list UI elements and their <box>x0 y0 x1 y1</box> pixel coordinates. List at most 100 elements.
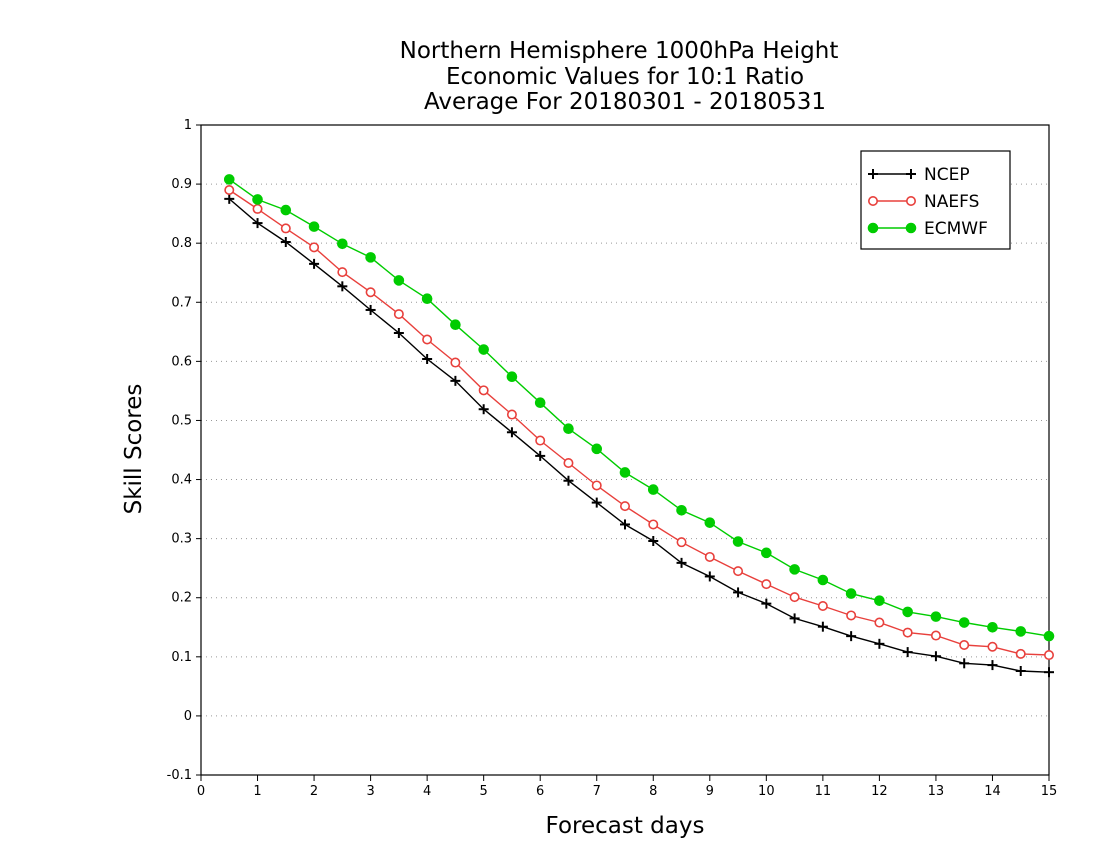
data-point-ecmwf <box>393 275 405 286</box>
x-tick-label: 0 <box>197 784 205 799</box>
legend-item-naefs: NAEFS <box>867 192 979 212</box>
data-point-ncep <box>393 328 404 338</box>
title-line-2: Economic Values for 10:1 Ratio <box>446 64 804 90</box>
data-point-naefs <box>535 435 546 446</box>
data-point-ecmwf <box>252 194 263 205</box>
x-tick-label: 14 <box>984 784 1001 799</box>
y-tick-label: 0.8 <box>171 236 192 251</box>
data-point-ncep <box>648 536 659 546</box>
data-point-ncep <box>506 427 517 438</box>
x-tick-label: 4 <box>423 784 431 799</box>
data-point-naefs <box>902 627 913 638</box>
x-tick-label: 6 <box>536 784 544 799</box>
y-tick-label: 0.9 <box>171 177 192 192</box>
data-point-ncep <box>591 497 602 508</box>
data-point-ecmwf <box>223 174 235 185</box>
data-point-ncep <box>224 193 235 204</box>
x-tick-label: 9 <box>706 784 714 799</box>
y-tick-label: 0.5 <box>171 413 192 428</box>
legend-label-naefs: NAEFS <box>924 192 979 212</box>
data-point-ecmwf <box>450 319 461 331</box>
series-ecmwf <box>223 174 1055 642</box>
x-tick-label: 13 <box>928 784 945 799</box>
data-point-ncep <box>337 281 348 292</box>
data-point-ecmwf <box>421 293 433 305</box>
data-point-ncep <box>959 658 970 669</box>
x-tick-label: 10 <box>758 784 775 799</box>
data-point-naefs <box>648 519 659 530</box>
title-line-1: Northern Hemisphere 1000hPa Height <box>400 38 839 64</box>
data-point-ecmwf <box>534 397 546 409</box>
series-ncep <box>224 193 1054 678</box>
x-tick-label: 15 <box>1041 784 1058 799</box>
data-point-naefs <box>930 630 941 641</box>
series-naefs <box>224 185 1055 661</box>
data-point-naefs <box>676 537 687 548</box>
y-tick-label: 0 <box>184 709 192 724</box>
series-line-naefs <box>228 189 1050 656</box>
data-point-naefs <box>789 592 800 603</box>
legend-marker <box>867 196 878 207</box>
data-point-ecmwf <box>704 517 716 528</box>
chart-title: Northern Hemisphere 1000hPa Height Econo… <box>400 38 839 115</box>
data-point-ncep <box>280 237 291 247</box>
data-point-ncep <box>846 631 857 642</box>
y-axis-label: Skill Scores <box>121 384 147 515</box>
legend-marker <box>905 222 917 234</box>
data-point-ecmwf <box>1015 626 1027 637</box>
legend-item-ncep: NCEP <box>868 165 970 185</box>
data-point-ncep <box>987 660 998 671</box>
y-tick-label: 0.1 <box>171 650 192 665</box>
legend-box <box>860 150 1011 250</box>
y-tick-label: 0.6 <box>171 354 192 369</box>
data-point-ecmwf <box>958 617 970 628</box>
legend-marker <box>905 196 916 207</box>
data-point-naefs <box>252 203 263 214</box>
data-point-ecmwf <box>987 621 998 633</box>
x-tick-label: 3 <box>366 784 374 799</box>
data-point-naefs <box>280 223 291 234</box>
data-point-ecmwf <box>280 204 292 216</box>
data-point-naefs <box>450 357 461 368</box>
data-point-ecmwf <box>478 344 489 355</box>
data-point-naefs <box>422 334 433 345</box>
data-point-naefs <box>846 610 857 621</box>
plot-area-frame <box>200 124 1050 776</box>
data-point-ecmwf <box>365 252 376 263</box>
legend-marker <box>867 222 879 234</box>
data-point-ncep <box>676 557 687 568</box>
data-point-naefs <box>337 267 348 278</box>
data-point-ecmwf <box>874 595 885 606</box>
data-point-ncep <box>874 638 885 649</box>
data-point-naefs <box>1015 648 1026 659</box>
axis-ticks: -0.100.10.20.30.40.50.60.70.80.910 1 2 3 4 5 6… <box>167 118 1058 799</box>
data-point-ncep <box>535 450 546 461</box>
data-point-naefs <box>506 409 517 420</box>
data-point-ncep <box>704 571 715 582</box>
legend-label-ecmwf: ECMWF <box>924 219 988 239</box>
y-tick-label: 0.3 <box>171 532 192 547</box>
data-point-ecmwf <box>591 443 603 455</box>
data-point-ecmwf <box>619 467 631 478</box>
data-point-naefs <box>591 480 602 491</box>
data-point-ncep <box>252 218 263 229</box>
data-point-ncep <box>478 404 489 415</box>
data-point-ncep <box>761 598 772 609</box>
data-point-ncep <box>817 621 828 632</box>
data-point-naefs <box>365 287 376 298</box>
series-line-ncep <box>228 198 1050 673</box>
data-point-ecmwf <box>902 606 913 618</box>
y-tick-label: 1 <box>184 118 192 133</box>
x-tick-label: 5 <box>480 784 488 799</box>
gridlines <box>201 183 1049 717</box>
data-point-ncep <box>422 354 433 364</box>
data-point-naefs <box>309 242 320 253</box>
x-tick-label: 11 <box>815 784 832 799</box>
data-point-ecmwf <box>308 221 320 232</box>
x-tick-label: 8 <box>649 784 657 799</box>
data-point-naefs <box>393 309 404 320</box>
data-point-ncep <box>309 258 320 269</box>
data-point-naefs <box>563 457 574 468</box>
data-point-ncep <box>902 647 913 658</box>
data-point-ecmwf <box>789 564 800 575</box>
